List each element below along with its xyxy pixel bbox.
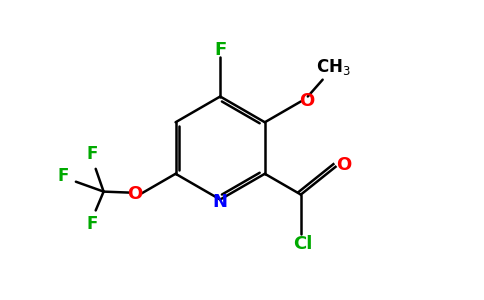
Text: N: N — [212, 193, 227, 211]
Text: F: F — [86, 145, 97, 163]
Text: F: F — [86, 215, 97, 233]
Text: O: O — [336, 156, 351, 174]
Text: F: F — [214, 41, 227, 59]
Text: O: O — [299, 92, 315, 110]
Text: CH$_3$: CH$_3$ — [316, 57, 351, 77]
Text: O: O — [127, 184, 142, 202]
Text: F: F — [57, 167, 69, 185]
Text: Cl: Cl — [293, 235, 313, 253]
